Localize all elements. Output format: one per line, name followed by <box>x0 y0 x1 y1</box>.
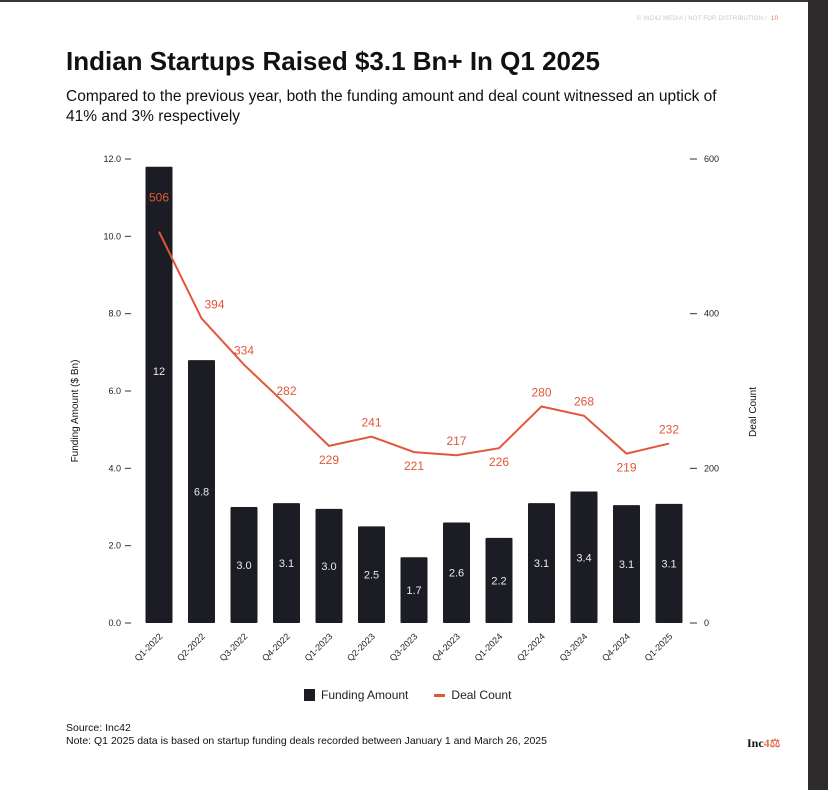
x-tick-label: Q2-2022 <box>175 631 207 663</box>
inc42-logo: Inc4⚖ <box>747 736 781 750</box>
y2-tick-label: 600 <box>704 154 719 164</box>
y2-tick-label: 400 <box>704 309 719 319</box>
bar-data-label: 3.0 <box>321 561 336 573</box>
line-data-label: 221 <box>404 459 424 473</box>
bar <box>315 508 343 623</box>
x-tick-label: Q4-2024 <box>600 631 632 663</box>
copyright-text: © INC42 MEDIA | NOT FOR DISTRIBUTION / <box>636 16 767 22</box>
note-text: Note: Q1 2025 data is based on startup f… <box>66 735 547 747</box>
x-tick-label: Q4-2023 <box>430 631 462 663</box>
x-tick-label: Q3-2024 <box>558 631 590 663</box>
line-data-label: 229 <box>319 453 339 467</box>
bar-data-label: 2.5 <box>364 570 379 582</box>
legend-swatch-deals <box>434 693 446 697</box>
chart: 0.0 2.0 4.0 6.0 8.0 10.0 12.0 0 200 400 600 Funding… <box>70 154 759 663</box>
line-data-label: 280 <box>531 385 551 399</box>
line-data-label: 334 <box>234 344 254 358</box>
legend-label-funding: Funding Amount <box>321 688 409 702</box>
bar <box>273 503 300 623</box>
line-data-label: 506 <box>149 191 169 205</box>
bar-data-label: 1.7 <box>406 585 421 597</box>
legend-label-deals: Deal Count <box>451 688 512 702</box>
legend: Funding Amount Deal Count <box>304 688 511 702</box>
bar-data-label: 6.8 <box>194 487 209 499</box>
chart-title: Indian Startups Raised $3.1 Bn+ In Q1 20… <box>66 46 600 76</box>
line-data-label: 232 <box>659 423 679 437</box>
y2-tick-label: 0 <box>704 618 709 628</box>
x-tick-label: Q3-2022 <box>218 631 250 663</box>
bar <box>358 526 385 623</box>
bar <box>230 507 258 623</box>
bar <box>443 522 470 623</box>
line-data-label: 241 <box>361 416 381 430</box>
y-tick-label: 8.0 <box>108 309 121 319</box>
line-data-label: 219 <box>616 461 636 475</box>
x-tick-label: Q1-2025 <box>643 631 675 663</box>
source-text: Source: Inc42 <box>66 722 131 734</box>
y-tick-label: 0.0 <box>108 618 121 628</box>
line-data-label: 217 <box>446 434 466 448</box>
bar <box>613 505 640 623</box>
x-tick-label: Q2-2023 <box>345 631 377 663</box>
y-tick-label: 2.0 <box>108 541 121 551</box>
bar <box>485 537 513 623</box>
bar-data-label: 3.1 <box>279 558 294 570</box>
bar-data-label: 12 <box>153 366 165 378</box>
bar <box>145 166 173 623</box>
y-axis-label: Funding Amount ($ Bn) <box>70 360 81 463</box>
line-data-label: 268 <box>574 395 594 409</box>
y-tick-label: 10.0 <box>103 231 121 241</box>
bar <box>570 491 598 623</box>
bar-data-label: 3.1 <box>619 559 634 571</box>
legend-swatch-funding <box>304 689 315 701</box>
bar-data-label: 3.4 <box>576 552 591 564</box>
bar-data-label: 3.0 <box>236 560 251 572</box>
line-data-label: 282 <box>276 384 296 398</box>
bar <box>528 503 555 623</box>
bar-data-label: 2.6 <box>449 568 464 580</box>
footer-notes: Source: Inc42 Note: Q1 2025 data is base… <box>66 722 547 748</box>
y-tick-label: 6.0 <box>108 386 121 396</box>
line-data-label: 394 <box>204 297 224 311</box>
bar <box>655 503 683 623</box>
bar-data-label: 2.2 <box>491 575 506 587</box>
bar-data-label: 3.1 <box>534 558 549 570</box>
page-number: 10 <box>770 16 778 22</box>
x-tick-label: Q1-2024 <box>473 631 505 663</box>
y-tick-label: 12.0 <box>103 154 121 164</box>
x-tick-label: Q4-2022 <box>260 631 292 663</box>
chart-subtitle: Compared to the previous year, both the … <box>66 88 717 125</box>
x-tick-label: Q1-2022 <box>133 631 165 663</box>
y2-tick-label: 200 <box>704 463 719 473</box>
y2-axis-label: Deal Count <box>748 387 759 437</box>
window-edge <box>808 0 828 790</box>
x-tick-label: Q3-2023 <box>388 631 420 663</box>
page: © INC42 MEDIA | NOT FOR DISTRIBUTION /10… <box>0 2 808 790</box>
line-data-label: 226 <box>489 455 509 469</box>
bar <box>188 360 215 623</box>
x-tick-label: Q2-2024 <box>515 631 547 663</box>
x-tick-label: Q1-2023 <box>303 631 335 663</box>
bar-data-label: 3.1 <box>661 558 676 570</box>
bar <box>400 557 428 623</box>
deal-count-line <box>158 231 670 457</box>
copyright-notice: © INC42 MEDIA | NOT FOR DISTRIBUTION /10 <box>637 16 778 22</box>
y-tick-label: 4.0 <box>108 463 121 473</box>
